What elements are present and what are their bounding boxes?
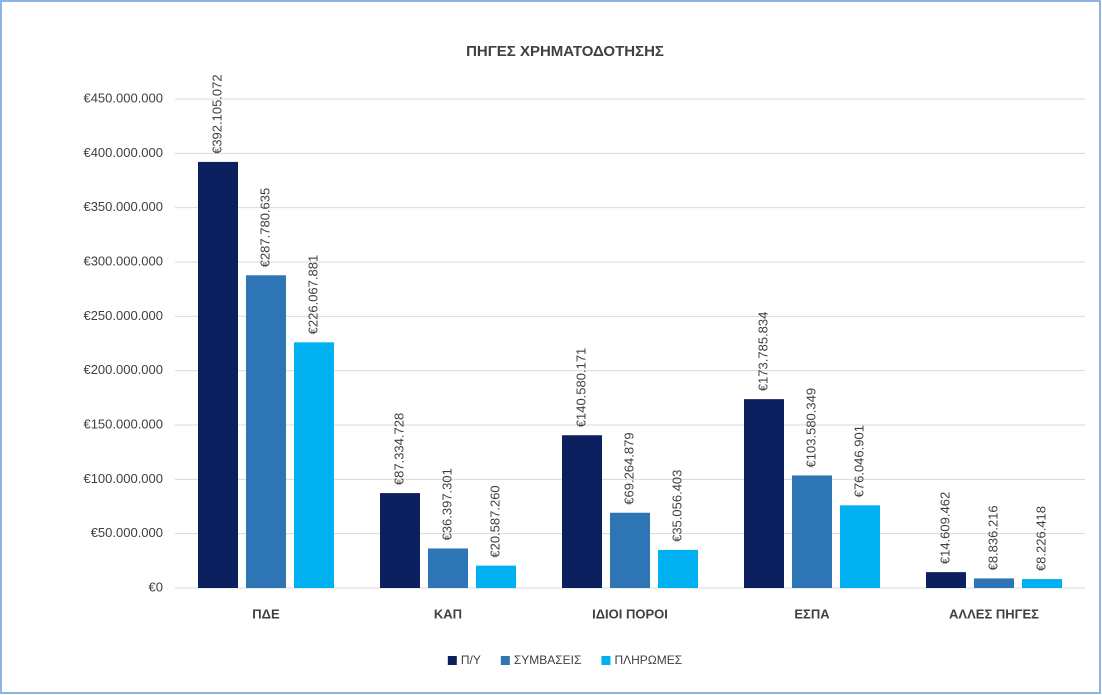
legend-label: ΠΛΗΡΩΜΕΣ [614, 653, 682, 667]
bar [476, 565, 516, 588]
y-tick-label: €250.000.000 [83, 308, 163, 323]
data-label: €69.264.879 [621, 432, 636, 504]
y-tick-label: €300.000.000 [83, 253, 163, 268]
data-label: €173.785.834 [755, 312, 770, 392]
x-tick-label: ΑΛΛΕΣ ΠΗΓΕΣ [949, 606, 1039, 621]
legend-swatch [601, 656, 611, 665]
x-tick-label: ΙΔΙΟΙ ΠΟΡΟΙ [592, 606, 668, 621]
data-label: €140.580.171 [573, 348, 588, 428]
bar [562, 435, 602, 588]
bar [974, 578, 1014, 588]
y-tick-label: €0 [149, 579, 163, 594]
data-label: €287.780.635 [257, 188, 272, 268]
y-tick-label: €100.000.000 [83, 471, 163, 486]
x-tick-label: ΠΔΕ [252, 606, 280, 621]
data-label: €76.046.901 [851, 425, 866, 497]
y-tick-label: €150.000.000 [83, 416, 163, 431]
bar [380, 493, 420, 588]
bar [246, 275, 286, 588]
bar [428, 548, 468, 588]
data-label: €20.587.260 [487, 485, 502, 557]
data-label: €226.067.881 [305, 255, 320, 335]
data-label: €8.226.418 [1033, 506, 1048, 571]
x-tick-label: ΚΑΠ [434, 606, 462, 621]
data-label: €35.056.403 [669, 470, 684, 542]
legend-swatch [447, 656, 457, 665]
bar [294, 342, 334, 588]
legend-label: Π/Υ [461, 653, 481, 667]
y-tick-label: €50.000.000 [91, 525, 163, 540]
data-label: €87.334.728 [391, 413, 406, 485]
bar [658, 549, 698, 588]
legend-swatch [500, 656, 510, 665]
bar [926, 572, 966, 588]
chart-title: ΠΗΓΕΣ ΧΡΗΜΑΤΟΔΟΤΗΣΗΣ [466, 43, 664, 60]
y-tick-label: €350.000.000 [83, 199, 163, 214]
y-tick-label: €450.000.000 [83, 90, 163, 105]
bar [198, 161, 238, 589]
data-label: €103.580.349 [803, 388, 818, 468]
x-tick-label: ΕΣΠΑ [794, 606, 830, 621]
bar [610, 512, 650, 588]
bar [792, 475, 832, 588]
data-label: €14.609.462 [937, 492, 952, 564]
bar [744, 399, 784, 588]
y-tick-label: €200.000.000 [83, 362, 163, 377]
data-label: €8.836.216 [985, 505, 1000, 570]
data-label: €36.397.301 [439, 468, 454, 540]
y-tick-label: €400.000.000 [83, 145, 163, 160]
bar [1022, 579, 1062, 588]
legend-label: ΣΥΜΒΑΣΕΙΣ [514, 653, 582, 667]
data-label: €392.105.072 [209, 74, 224, 154]
bar [840, 505, 880, 588]
